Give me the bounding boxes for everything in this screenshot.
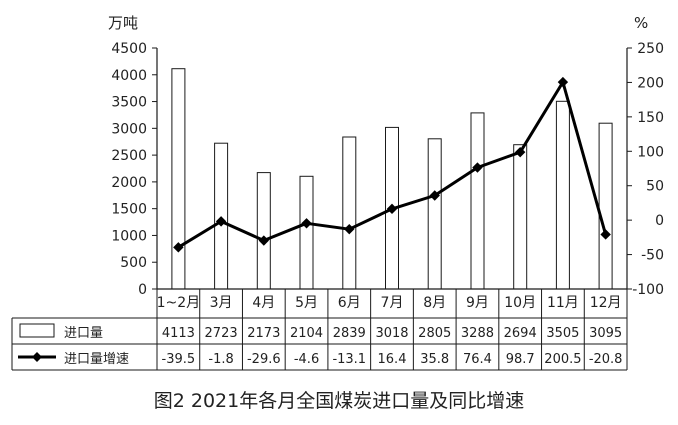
left-tick-label-6: 3000 [111, 121, 147, 137]
category-label-1: 3月 [210, 295, 233, 311]
category-label-6: 8月 [423, 295, 446, 311]
growth-marker-3 [301, 218, 312, 229]
chart-title: 图2 2021年各月全国煤炭进口量及同比增速 [154, 390, 524, 412]
right-tick-label-6: 200 [637, 75, 664, 91]
growth-marker-10 [600, 229, 611, 240]
bar-10 [598, 122, 613, 290]
table-volume-5: 3018 [375, 326, 408, 341]
category-label-5: 7月 [381, 295, 404, 311]
table-volume-8: 2694 [504, 326, 537, 341]
left-tick-label-0: 0 [138, 282, 147, 298]
table-volume-3: 2104 [290, 326, 323, 341]
growth-marker-4 [344, 223, 355, 235]
legend-bar-key [19, 323, 55, 338]
bar-8 [513, 144, 528, 290]
category-label-9: 11月 [547, 295, 579, 311]
table-volume-9: 3505 [546, 326, 579, 341]
table-growth-10: -20.8 [589, 352, 623, 367]
table-growth-9: 200.5 [544, 352, 581, 367]
left-tick-label-5: 2500 [111, 148, 147, 164]
line-series [173, 76, 611, 253]
legend-line-marker [32, 352, 42, 362]
table-growth-2: -29.6 [247, 352, 281, 367]
right-tick-label-0: -100 [632, 282, 664, 298]
table-volume-6: 2805 [418, 326, 451, 341]
bar-0 [171, 68, 186, 290]
left-tick-label-4: 2000 [111, 175, 147, 191]
table-growth-1: -1.8 [208, 352, 233, 367]
table-volume-0: 4113 [162, 326, 195, 341]
table-growth-5: 16.4 [378, 352, 407, 367]
table-volume-10: 3095 [589, 326, 622, 341]
table-growth-3: -4.6 [294, 352, 319, 367]
table-volume-7: 3288 [461, 326, 494, 341]
bar-6 [427, 138, 442, 290]
table-growth-4: -13.1 [332, 352, 366, 367]
table-growth-8: 98.7 [506, 352, 535, 367]
table-volume-1: 2723 [205, 326, 238, 341]
left-tick-label-3: 1500 [111, 202, 147, 218]
table-growth-7: 76.4 [463, 352, 492, 367]
legend-bar-label: 进口量 [64, 326, 103, 341]
bar-3 [299, 175, 314, 290]
growth-marker-6 [429, 190, 440, 201]
table-volume-2: 2173 [247, 326, 280, 341]
category-label-3: 5月 [295, 295, 318, 311]
axes: 050010001500200025003000350040004500-100… [111, 41, 664, 311]
bar-9 [555, 100, 570, 290]
growth-marker-8 [514, 146, 526, 158]
bar-1 [214, 142, 229, 290]
category-label-0: 1~2月 [157, 295, 201, 311]
right-tick-label-2: 0 [655, 213, 664, 229]
right-axis-unit: % [634, 14, 648, 32]
left-tick-label-7: 3500 [111, 95, 147, 111]
category-label-2: 4月 [252, 295, 275, 311]
bar-series [171, 68, 613, 290]
left-tick-label-8: 4000 [111, 68, 147, 84]
growth-marker-2 [258, 235, 270, 246]
growth-marker-9 [557, 76, 569, 88]
table-growth-6: 35.8 [420, 352, 449, 367]
left-tick-label-2: 1000 [111, 228, 147, 244]
left-tick-label-1: 500 [120, 255, 147, 271]
bar-7 [470, 112, 485, 290]
category-label-10: 12月 [590, 295, 622, 311]
left-axis-unit: 万吨 [108, 14, 138, 32]
growth-marker-7 [472, 162, 483, 173]
right-tick-label-3: 50 [646, 179, 664, 195]
left-tick-label-9: 4500 [111, 41, 147, 57]
right-tick-label-5: 150 [637, 110, 664, 126]
growth-marker-1 [215, 216, 227, 227]
right-tick-label-4: 100 [637, 144, 664, 160]
right-tick-label-7: 250 [637, 41, 664, 57]
table-growth-0: -39.5 [162, 352, 196, 367]
category-label-7: 9月 [466, 295, 489, 311]
category-label-8: 10月 [504, 295, 536, 311]
bar-2 [256, 172, 271, 290]
right-tick-label-1: -50 [641, 248, 664, 264]
category-label-4: 6月 [338, 295, 361, 311]
bar-4 [342, 136, 357, 290]
table-volume-4: 2839 [333, 326, 366, 341]
legend-line-label: 进口量增速 [64, 352, 129, 367]
growth-marker-5 [386, 203, 398, 215]
growth-marker-0 [173, 242, 184, 253]
